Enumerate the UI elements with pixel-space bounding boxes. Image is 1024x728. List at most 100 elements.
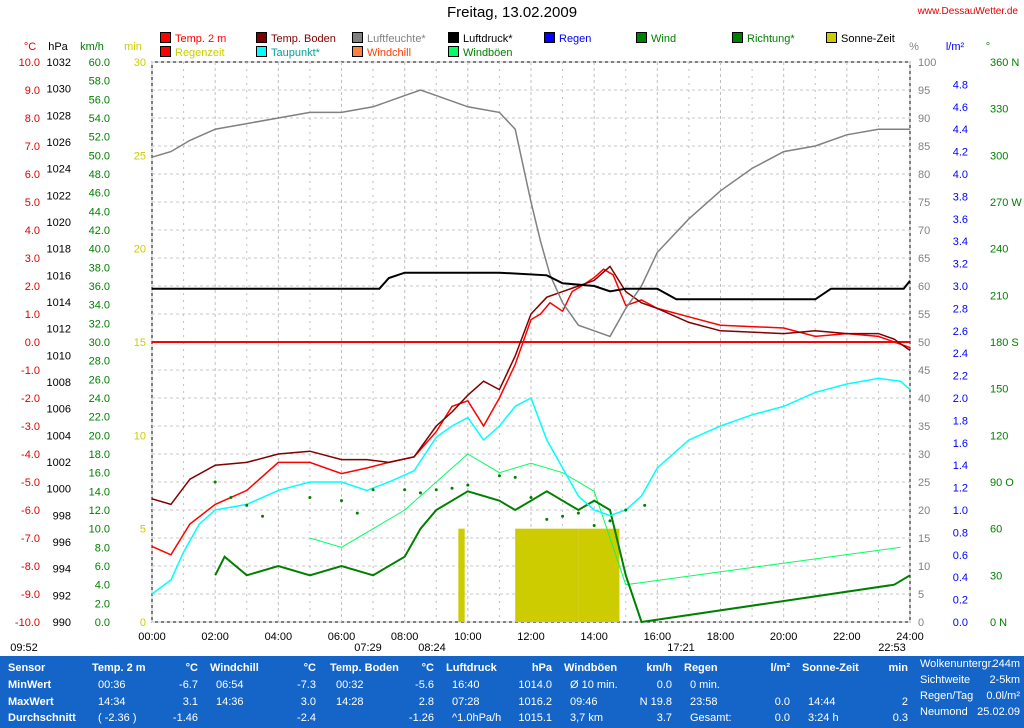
- tick-label-time: 16:00: [644, 631, 672, 643]
- tick-label-pressure: 1026: [47, 137, 71, 149]
- tick-label-humidity: 40: [918, 393, 930, 405]
- tick-label-time: 24:00: [896, 631, 924, 643]
- tick-label-wind: 28.0: [89, 356, 110, 368]
- tick-label-rain: 3.2: [953, 259, 968, 271]
- tick-label-rain: 4.8: [953, 79, 968, 91]
- stat-time: 14:44: [808, 696, 836, 708]
- stat-group-title: Sonne-Zeit: [802, 662, 859, 674]
- tick-label-temp: -10.0: [15, 617, 40, 629]
- wind-direction-dot: [308, 496, 312, 500]
- stat-extra-label: Sichtweite: [920, 674, 971, 686]
- dewpoint-line: [151, 377, 911, 595]
- tick-label-wind: 14.0: [89, 486, 110, 498]
- stat-value: -1.26: [408, 712, 434, 724]
- tick-label-pressure: 1018: [47, 244, 71, 256]
- tick-label-rain: 3.0: [953, 281, 968, 293]
- stat-group-unit: °C: [185, 662, 198, 674]
- wind-direction-dot: [229, 496, 233, 500]
- tick-label-time: 04:00: [265, 631, 293, 643]
- wind-direction-dot: [403, 488, 407, 492]
- tick-label-wind: 58.0: [89, 76, 110, 88]
- stat-value: -6.7: [179, 679, 198, 691]
- legend-item: Windchill: [352, 46, 411, 59]
- tick-label-temp: -3.0: [21, 421, 40, 433]
- legend-label: Luftdruck*: [463, 33, 513, 45]
- stat-group-title: Temp. 2 m: [92, 662, 146, 674]
- tick-label-time: 00:00: [138, 631, 166, 643]
- wind-direction-dot: [576, 511, 580, 515]
- tick-label-rain: 3.8: [953, 191, 968, 203]
- legend-item: Regenzeit: [160, 46, 225, 59]
- legend-item: Windböen: [448, 46, 513, 59]
- temp-2m-line: [151, 268, 911, 556]
- axis-title-min: min: [124, 41, 142, 53]
- tick-label-wind: 10.0: [89, 524, 110, 536]
- tick-label-direction: 270 W: [990, 197, 1022, 209]
- tick-label-rain: 2.6: [953, 326, 968, 338]
- tick-label-humidity: 65: [918, 253, 930, 265]
- legend-swatch: [636, 32, 647, 43]
- stat-extra-value: 244m: [992, 658, 1020, 670]
- tick-label-rain: 1.4: [953, 460, 968, 472]
- tick-label-pressure: 998: [53, 510, 71, 522]
- stat-row-label: Durchschnitt: [8, 712, 76, 724]
- tick-label-wind: 26.0: [89, 374, 110, 386]
- stat-group-unit: km/h: [646, 662, 672, 674]
- stat-time: 00:32: [336, 679, 364, 691]
- stat-value: 3.0: [300, 696, 316, 708]
- stat-group-unit: °C: [303, 662, 316, 674]
- tick-label-temp: 10.0: [19, 57, 40, 69]
- stat-value: 2: [901, 696, 908, 708]
- stat-row-label: Sensor: [8, 662, 46, 674]
- stat-extra-label: Regen/Tag: [920, 690, 974, 702]
- tick-label-min: 15: [134, 337, 146, 349]
- tick-label-temp: -1.0: [21, 365, 40, 377]
- stat-value: 1015.1: [518, 712, 552, 724]
- tick-label-rain: 4.2: [953, 147, 968, 159]
- tick-label-temp: 1.0: [25, 309, 40, 321]
- stat-time: 14:28: [336, 696, 364, 708]
- wind-direction-dot: [643, 503, 647, 507]
- legend-label: Temp. Boden: [271, 33, 336, 45]
- legend-item: Sonne-Zeit: [826, 32, 895, 45]
- tick-label-direction: 0 N: [990, 617, 1007, 629]
- stat-group-title: Windböen: [564, 662, 618, 674]
- tick-label-humidity: 95: [918, 85, 930, 97]
- stat-time: 0 min.: [690, 679, 720, 691]
- tick-label-rain: 1.8: [953, 415, 968, 427]
- tick-label-humidity: 25: [918, 477, 930, 489]
- time-marker-moon: 22:53: [878, 642, 906, 654]
- tick-label-temp: 0.0: [25, 337, 40, 349]
- stat-row-label: MinWert: [8, 679, 52, 691]
- temp-soil-line: [151, 265, 911, 506]
- time-marker-sun: 08:24: [418, 642, 446, 654]
- legend-swatch: [160, 46, 171, 57]
- tick-label-rain: 2.8: [953, 303, 968, 315]
- stat-extra-label: Neumond: [920, 706, 968, 718]
- tick-label-temp: -9.0: [21, 589, 40, 601]
- tick-label-rain: 0.2: [953, 595, 968, 607]
- tick-label-pressure: 994: [53, 564, 71, 576]
- legend-swatch: [256, 32, 267, 43]
- wind-direction-dot: [592, 524, 596, 528]
- tick-label-rain: 4.6: [953, 102, 968, 114]
- tick-label-direction: 120: [990, 430, 1008, 442]
- site-link[interactable]: www.DessauWetter.de: [917, 6, 1018, 17]
- stat-value: 0.3: [892, 712, 908, 724]
- stat-value: 0.0: [656, 679, 672, 691]
- page-title: Freitag, 13.02.2009: [446, 4, 578, 21]
- axis-title-pct: %: [909, 41, 919, 53]
- tick-label-rain: 2.0: [953, 393, 968, 405]
- tick-label-humidity: 50: [918, 337, 930, 349]
- tick-label-pressure: 1020: [47, 217, 71, 229]
- stat-value: N 19.8: [639, 696, 672, 708]
- tick-label-humidity: 10: [918, 561, 930, 573]
- legend-swatch: [826, 32, 837, 43]
- windgust-line: [309, 453, 901, 586]
- stat-value: 2.8: [418, 696, 434, 708]
- tick-label-temp: -4.0: [21, 449, 40, 461]
- tick-label-pressure: 1004: [47, 430, 71, 442]
- tick-label-wind: 56.0: [89, 94, 110, 106]
- wind-line: [214, 490, 911, 624]
- wind-direction-dot: [545, 517, 549, 521]
